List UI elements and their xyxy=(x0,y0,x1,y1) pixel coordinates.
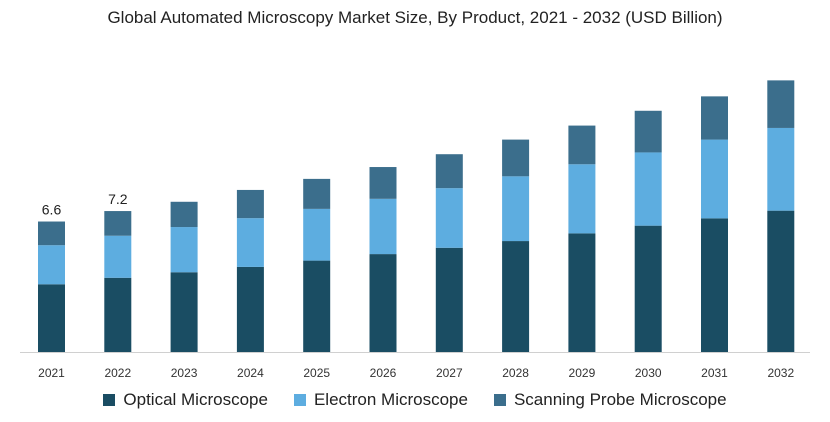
x-tick-label: 2032 xyxy=(767,366,794,380)
legend-swatch xyxy=(103,394,116,406)
bar-segment-optical-microscope-2021 xyxy=(38,284,65,352)
legend-label: Optical Microscope xyxy=(123,390,268,409)
bar-segment-scanning-probe-microscope-2028 xyxy=(502,139,530,177)
legend-item: Optical Microscope xyxy=(103,390,268,410)
bar-segment-electron-microscope-2030 xyxy=(634,152,662,226)
x-tick-label: 2027 xyxy=(436,366,463,380)
bar-segment-electron-microscope-2025 xyxy=(303,208,331,261)
bar-segment-optical-microscope-2026 xyxy=(369,254,397,352)
bar-segment-optical-microscope-2031 xyxy=(701,218,728,352)
legend-item: Scanning Probe Microscope xyxy=(493,390,727,410)
bar-segment-optical-microscope-2022 xyxy=(104,277,132,352)
bar-segment-scanning-probe-microscope-2024 xyxy=(236,189,264,219)
data-label: 6.6 xyxy=(42,202,62,218)
legend-swatch xyxy=(493,394,506,406)
bar-segment-scanning-probe-microscope-2030 xyxy=(634,110,662,153)
bar-segment-scanning-probe-microscope-2032 xyxy=(767,80,795,128)
bar-segment-optical-microscope-2032 xyxy=(767,210,795,352)
bar-segment-optical-microscope-2029 xyxy=(568,233,596,352)
bar-segment-scanning-probe-microscope-2031 xyxy=(701,96,728,140)
bar-segment-scanning-probe-microscope-2022 xyxy=(104,211,132,236)
x-tick-label: 2024 xyxy=(237,366,264,380)
bar-segment-optical-microscope-2028 xyxy=(502,241,530,352)
bar-segment-electron-microscope-2022 xyxy=(104,235,132,278)
bar-segment-optical-microscope-2030 xyxy=(634,225,662,352)
bar-segment-scanning-probe-microscope-2023 xyxy=(170,201,198,228)
x-tick-label: 2026 xyxy=(370,366,397,380)
bar-segment-scanning-probe-microscope-2025 xyxy=(303,178,331,209)
bar-segment-optical-microscope-2024 xyxy=(236,266,264,352)
x-tick-label: 2023 xyxy=(171,366,198,380)
bar-segment-electron-microscope-2027 xyxy=(435,188,463,248)
x-tick-label: 2028 xyxy=(502,366,529,380)
bar-segment-electron-microscope-2024 xyxy=(236,218,264,267)
bar-segment-electron-microscope-2021 xyxy=(38,245,65,285)
bar-segment-optical-microscope-2023 xyxy=(170,272,198,352)
bar-segment-optical-microscope-2025 xyxy=(303,260,331,352)
bar-segment-electron-microscope-2023 xyxy=(170,227,198,273)
bar-segment-electron-microscope-2026 xyxy=(369,198,397,255)
legend-label: Scanning Probe Microscope xyxy=(513,390,727,409)
x-tick-label: 2031 xyxy=(701,366,728,380)
x-tick-label: 2021 xyxy=(38,366,65,380)
x-tick-label: 2029 xyxy=(569,366,596,380)
chart-title: Global Automated Microscopy Market Size,… xyxy=(107,8,723,27)
legend: Optical Microscope Electron Microscope Sca… xyxy=(0,390,830,410)
bar-segment-scanning-probe-microscope-2026 xyxy=(369,167,397,199)
bar-segment-scanning-probe-microscope-2021 xyxy=(38,221,65,246)
bar-segment-scanning-probe-microscope-2029 xyxy=(568,125,596,165)
x-tick-label: 2025 xyxy=(303,366,330,380)
bar-segment-electron-microscope-2032 xyxy=(767,127,795,211)
bar-segment-electron-microscope-2031 xyxy=(701,139,728,219)
bar-segment-electron-microscope-2029 xyxy=(568,164,596,234)
legend-item: Electron Microscope xyxy=(293,390,468,410)
x-tick-label: 2022 xyxy=(104,366,131,380)
x-tick-label: 2030 xyxy=(635,366,662,380)
legend-swatch xyxy=(293,394,306,406)
data-label: 7.2 xyxy=(108,191,128,207)
legend-label: Electron Microscope xyxy=(313,390,468,409)
bar-segment-electron-microscope-2028 xyxy=(502,176,530,242)
bar-segment-scanning-probe-microscope-2027 xyxy=(435,154,463,189)
bar-segment-optical-microscope-2027 xyxy=(435,247,463,352)
